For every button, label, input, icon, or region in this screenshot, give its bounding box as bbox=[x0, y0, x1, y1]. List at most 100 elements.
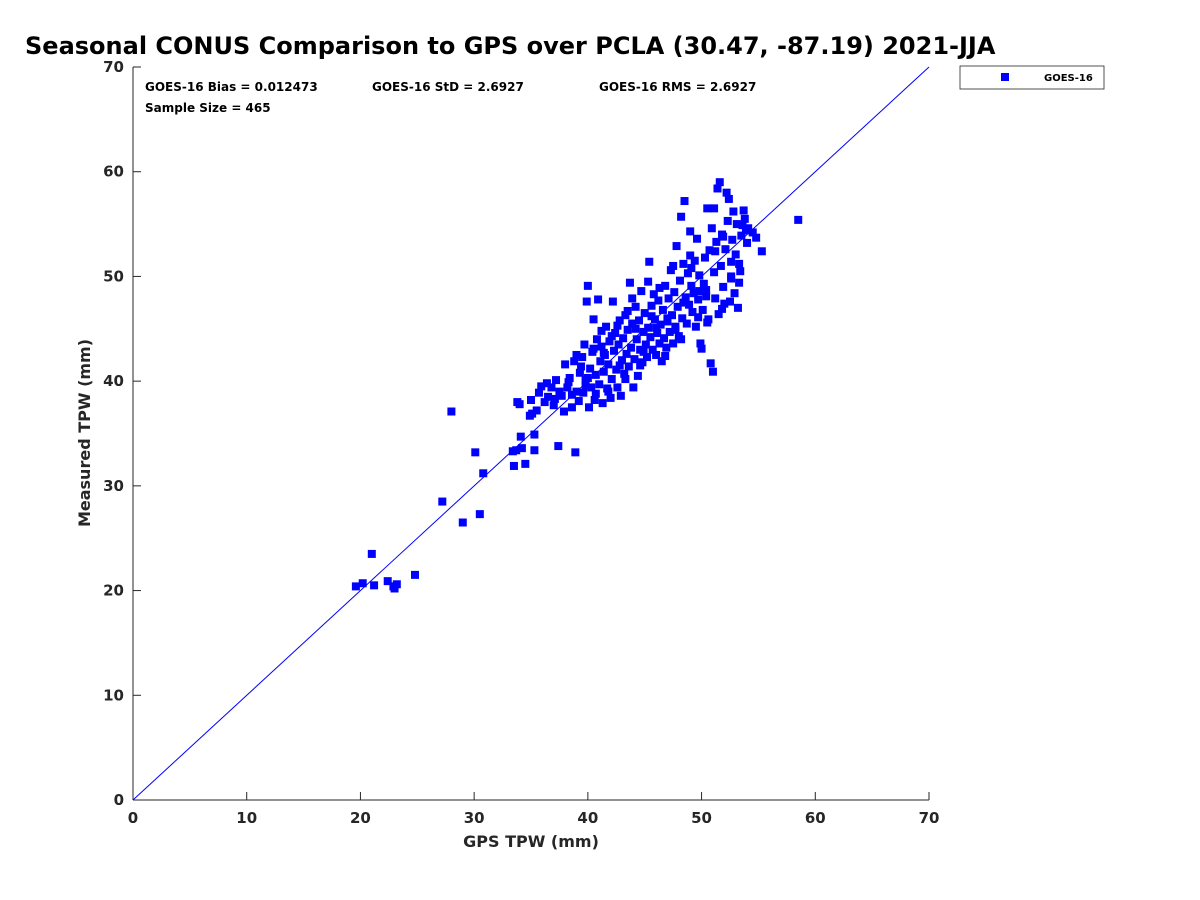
data-point bbox=[711, 294, 720, 303]
data-point bbox=[642, 353, 651, 362]
x-axis-label: GPS TPW (mm) bbox=[463, 832, 599, 851]
data-point bbox=[658, 305, 667, 314]
data-point bbox=[549, 401, 558, 410]
data-point bbox=[723, 216, 732, 225]
data-point bbox=[722, 188, 731, 197]
data-point bbox=[383, 577, 392, 586]
x-tick-label: 20 bbox=[350, 809, 371, 827]
data-point bbox=[623, 325, 632, 334]
data-point bbox=[544, 392, 553, 401]
data-point bbox=[700, 253, 709, 262]
data-point bbox=[677, 212, 686, 221]
data-point bbox=[599, 367, 608, 376]
data-point bbox=[738, 221, 747, 230]
plot-area: 0 10 20 30 40 50 60 70 0 10 20 30 40 50 60 70 bbox=[103, 58, 939, 827]
data-point bbox=[581, 381, 590, 390]
data-point bbox=[640, 309, 649, 318]
data-point bbox=[652, 323, 661, 332]
data-point bbox=[733, 303, 742, 312]
data-point bbox=[590, 395, 599, 404]
data-point bbox=[602, 322, 611, 331]
data-point bbox=[695, 271, 704, 280]
data-point bbox=[732, 220, 741, 229]
data-point bbox=[616, 391, 625, 400]
data-point bbox=[509, 461, 518, 470]
data-point bbox=[527, 395, 535, 404]
data-point bbox=[685, 300, 694, 309]
data-point bbox=[367, 549, 376, 558]
data-point bbox=[547, 383, 556, 392]
data-point bbox=[597, 342, 606, 351]
data-point bbox=[608, 297, 617, 306]
data-point bbox=[696, 339, 705, 348]
data-point bbox=[744, 224, 753, 233]
x-ticks: 0 10 20 30 40 50 60 70 bbox=[128, 792, 939, 827]
y-tick-label: 30 bbox=[103, 477, 124, 495]
data-point bbox=[592, 335, 601, 344]
data-point bbox=[636, 361, 645, 370]
data-point bbox=[699, 279, 708, 288]
data-point bbox=[542, 379, 551, 388]
legend-box bbox=[959, 65, 1105, 90]
data-point bbox=[689, 289, 698, 298]
data-point bbox=[554, 442, 563, 451]
data-point bbox=[621, 375, 630, 384]
data-point bbox=[652, 350, 661, 359]
data-point bbox=[586, 364, 595, 373]
data-point bbox=[641, 340, 650, 349]
x-tick-label: 50 bbox=[691, 809, 712, 827]
data-point bbox=[657, 357, 666, 366]
data-point bbox=[686, 251, 695, 260]
data-point bbox=[631, 324, 640, 333]
y-ticks: 0 10 20 30 40 50 60 70 bbox=[103, 58, 141, 809]
data-point bbox=[730, 289, 739, 298]
data-point bbox=[571, 448, 580, 457]
data-point bbox=[623, 306, 632, 315]
data-point bbox=[567, 390, 576, 399]
data-point bbox=[690, 256, 699, 265]
data-point bbox=[596, 357, 605, 366]
data-point bbox=[644, 277, 653, 286]
data-point bbox=[612, 365, 621, 374]
data-point bbox=[619, 334, 628, 343]
data-point bbox=[570, 357, 579, 366]
data-point bbox=[575, 368, 584, 377]
y-tick-label: 10 bbox=[103, 686, 124, 704]
data-point bbox=[579, 388, 588, 397]
data-point bbox=[615, 316, 624, 325]
data-point bbox=[458, 518, 467, 527]
data-point bbox=[607, 332, 616, 341]
data-point bbox=[675, 276, 684, 285]
data-point bbox=[537, 382, 546, 391]
data-point bbox=[654, 296, 663, 305]
data-point bbox=[680, 197, 689, 206]
data-point bbox=[735, 278, 744, 287]
data-point bbox=[702, 286, 711, 295]
data-point bbox=[748, 228, 757, 237]
data-point bbox=[565, 374, 574, 383]
data-point bbox=[693, 234, 702, 243]
data-point bbox=[673, 302, 682, 311]
data-point bbox=[508, 447, 517, 456]
data-point bbox=[583, 374, 592, 383]
data-point bbox=[694, 295, 703, 304]
data-point bbox=[530, 430, 539, 439]
data-point bbox=[370, 581, 379, 590]
data-point bbox=[757, 247, 766, 256]
data-point bbox=[621, 311, 630, 320]
data-point bbox=[563, 383, 572, 392]
data-point bbox=[635, 316, 644, 325]
data-point bbox=[665, 327, 674, 336]
chart-title: Seasonal CONUS Comparison to GPS over PC… bbox=[25, 32, 996, 60]
data-point bbox=[630, 355, 639, 364]
data-point bbox=[713, 184, 722, 193]
data-point bbox=[661, 352, 670, 361]
data-point bbox=[583, 281, 592, 290]
data-point bbox=[735, 259, 744, 268]
data-point bbox=[726, 297, 734, 306]
data-point bbox=[728, 235, 737, 244]
data-point bbox=[647, 301, 656, 310]
data-point bbox=[411, 570, 420, 579]
data-point bbox=[584, 403, 593, 412]
data-point bbox=[695, 287, 704, 296]
